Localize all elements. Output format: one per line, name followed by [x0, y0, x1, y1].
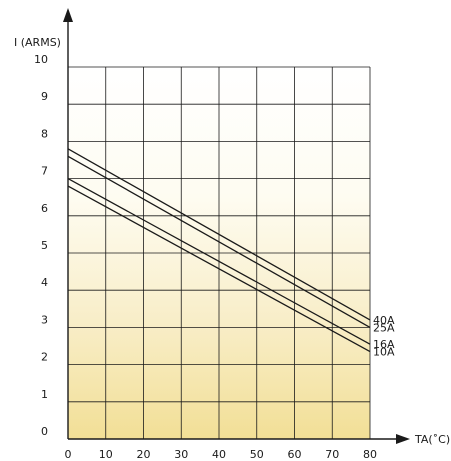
series-lines: [67, 148, 371, 353]
series-line-25a: [67, 155, 371, 328]
y-tick-label: 7: [41, 165, 48, 178]
x-tick-label: 80: [363, 448, 377, 461]
grid-lines: [68, 66, 371, 439]
x-tick-label: 50: [250, 448, 264, 461]
x-tick-label: 20: [137, 448, 151, 461]
y-tick-label: 6: [41, 202, 48, 215]
y-tick-label: 9: [41, 90, 48, 103]
y-tick-label: 1: [41, 388, 48, 401]
y-tick-label: 5: [41, 239, 48, 252]
axes: [63, 8, 410, 444]
y-tick-label: 2: [41, 351, 48, 364]
series-label-16a: 16A: [373, 338, 395, 351]
x-axis-label: TA(˚C): [414, 433, 450, 446]
y-tick-label: 8: [41, 127, 48, 140]
x-axis-arrow: [396, 434, 410, 444]
x-tick-label: 60: [288, 448, 302, 461]
series-label-25a: 25A: [373, 321, 395, 334]
series-line-40a: [67, 148, 371, 321]
x-tick-label: 30: [174, 448, 188, 461]
y-axis-arrow: [63, 8, 73, 22]
x-tick-labels: 0 10 20 30 40 50 60 70 80: [65, 448, 378, 461]
y-tick-label: 10: [34, 53, 48, 66]
x-tick-label: 40: [212, 448, 226, 461]
x-tick-label: 70: [325, 448, 339, 461]
y-tick-label: 4: [41, 276, 48, 289]
x-tick-label: 10: [99, 448, 113, 461]
x-tick-label: 0: [65, 448, 72, 461]
series-line-10a: [67, 185, 371, 353]
series-label-10a: 10A: [373, 346, 395, 359]
series-line-16a: [67, 178, 371, 345]
y-tick-label: 0: [41, 425, 48, 438]
y-axis-label: I (ARMS): [14, 36, 61, 49]
series-label-40a: 40A: [373, 314, 395, 327]
y-tick-label: 3: [41, 313, 48, 326]
y-tick-labels: 0 1 2 3 4 5 6 7 8 9 10: [34, 53, 48, 438]
